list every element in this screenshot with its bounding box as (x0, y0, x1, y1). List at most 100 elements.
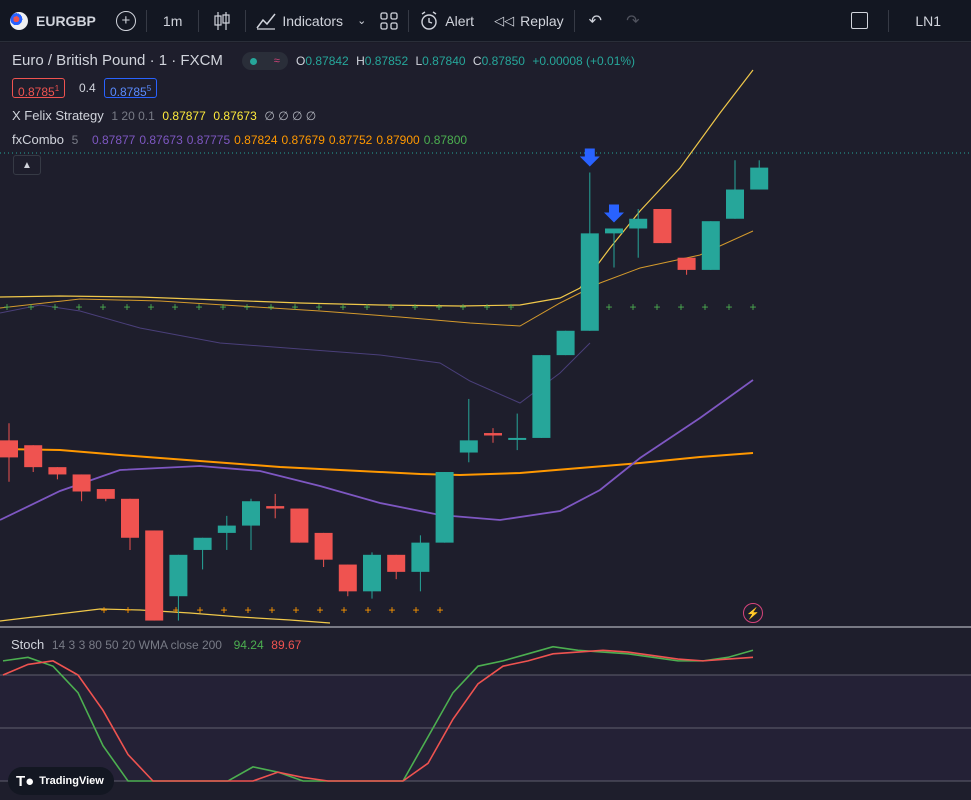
felix-params: 1 20 0.1 (111, 109, 155, 123)
candle (387, 554, 406, 580)
stoch-legend[interactable]: Stoch 14 3 3 80 50 20 WMA close 200 94.2… (11, 637, 305, 652)
redo-icon: ↷ (626, 12, 640, 30)
plus-marker-orange: + (172, 603, 179, 617)
chart-type-button[interactable] (199, 0, 245, 42)
redo-button[interactable]: ↷ (616, 0, 649, 42)
candle-body (48, 467, 67, 475)
candle-body (290, 508, 309, 543)
alert-button[interactable]: Alert (409, 0, 484, 42)
candle-body (217, 525, 236, 533)
candle (24, 445, 43, 473)
candle (750, 160, 769, 190)
candle-body (0, 440, 18, 458)
plus-marker-orange: + (364, 603, 371, 617)
sell-button[interactable]: 0.87851 (12, 78, 66, 99)
plus-marker-orange: + (268, 603, 275, 617)
felix-name: X Felix Strategy (12, 108, 104, 123)
plus-marker-orange: + (340, 603, 347, 617)
stoch-d-line (2, 649, 754, 782)
outer-env-line (0, 304, 591, 404)
candle-body (411, 542, 430, 572)
candle-body (242, 501, 260, 526)
fxcombo-params: 5 (71, 133, 79, 147)
felix-legend[interactable]: X Felix Strategy 1 20 0.1 0.87877 0.8767… (12, 108, 320, 123)
market-open-dot-icon (250, 57, 258, 65)
candle (363, 552, 381, 599)
low-label: L (415, 54, 423, 68)
candle (217, 515, 236, 550)
plus-marker-green: + (701, 300, 708, 314)
candle-body (121, 498, 139, 538)
replay-label: Replay (520, 12, 564, 29)
undo-button[interactable]: ↶ (575, 0, 616, 42)
interval-label: 1m (162, 12, 183, 29)
candle (556, 330, 575, 356)
plus-marker-green: + (629, 300, 636, 314)
plus-marker-green: + (147, 300, 154, 314)
buy-button[interactable]: 0.87855 (104, 78, 158, 99)
layout-label: LN1 (915, 12, 941, 29)
candles-icon (214, 11, 230, 30)
sell-arrow-icon (579, 148, 600, 167)
candle-body (96, 489, 115, 499)
candle (48, 467, 67, 480)
compare-button[interactable]: + (106, 0, 146, 42)
layout-button[interactable]: LN1 (889, 0, 971, 42)
candle-body (556, 330, 575, 356)
candle (726, 160, 744, 219)
replay-button[interactable]: ◁◁ Replay (484, 0, 574, 42)
market-status-pill[interactable]: ≈ (242, 52, 288, 70)
plus-marker-green: + (339, 300, 346, 314)
sell-price-sup: 1 (54, 84, 60, 93)
fxcombo-value-3: 0.87775 (186, 133, 231, 147)
fxcombo-values: 0.87877 0.87673 0.87775 0.87824 0.87679 0.877… (92, 133, 471, 147)
plus-marker-green: + (219, 300, 226, 314)
chart-area[interactable]: + + + + + + + + + + + + + + + + + + + + + + + + + + + + + + + + + + + + + + + +… (0, 43, 971, 800)
indicators-dropdown[interactable]: ⌄ (353, 0, 370, 42)
plus-marker-green: + (123, 300, 130, 314)
plus-marker-orange: + (196, 603, 203, 617)
symbol-label: EURGBP (36, 12, 96, 29)
fullscreen-button[interactable] (831, 0, 888, 42)
grid-icon (380, 11, 398, 30)
square-icon (851, 12, 869, 29)
felix-value-3: ∅ ∅ ∅ ∅ (264, 109, 317, 123)
candle-body (750, 167, 769, 190)
fxcombo-legend[interactable]: fxCombo 5 0.87877 0.87673 0.87775 0.87824 0.… (12, 132, 475, 147)
candle (242, 498, 260, 550)
candle (338, 564, 357, 597)
candle-body (363, 554, 381, 592)
interval-button[interactable]: 1m (147, 0, 198, 42)
candle (532, 355, 551, 438)
tradingview-logo[interactable]: T● TradingView (8, 767, 114, 795)
candle (605, 228, 623, 268)
symbol-legend: Euro / British Pound · 1 · FXCM (12, 52, 227, 69)
plus-marker-green: + (483, 300, 490, 314)
lightning-button[interactable]: ⚡ (743, 603, 763, 623)
plus-marker-orange: + (436, 603, 443, 617)
low-value: 0.87840 (422, 54, 466, 68)
candle (96, 489, 115, 502)
plus-marker-orange: + (124, 603, 131, 617)
divider (198, 9, 200, 32)
candle-body (532, 355, 551, 438)
plus-marker-green: + (363, 300, 370, 314)
high-value: 0.87852 (364, 54, 409, 68)
close-label: C (472, 54, 482, 68)
candle (701, 221, 720, 270)
fxcombo-value-8: 0.87800 (423, 133, 468, 147)
candle (653, 209, 672, 244)
price-chart[interactable]: + + + + + + + + + + + + + + + + + + + + + + + + + + + + + + + + + + + + + + + +… (0, 43, 971, 800)
indicators-button[interactable]: Indicators (246, 0, 353, 42)
plus-marker-green: + (435, 300, 442, 314)
ema-line (0, 448, 754, 477)
candle (72, 474, 91, 502)
plus-marker-green: + (411, 300, 418, 314)
plus-marker-green: + (243, 300, 250, 314)
templates-button[interactable] (370, 0, 408, 42)
stoch-name: Stoch (11, 637, 45, 652)
symbol-search-button[interactable]: EURGBP (0, 0, 106, 42)
collapse-legend-button[interactable]: ▲ (13, 155, 41, 175)
divider (408, 9, 410, 32)
candle (459, 398, 478, 463)
